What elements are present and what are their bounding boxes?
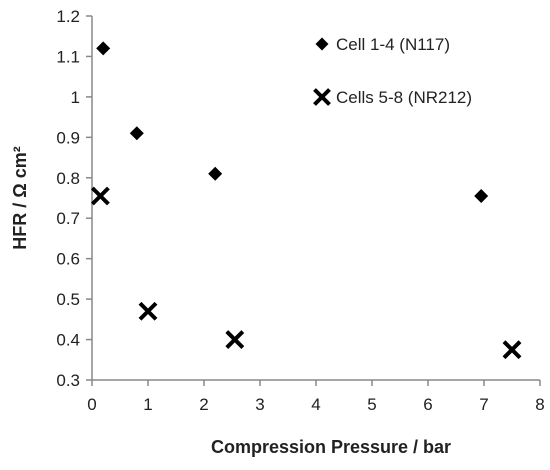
diamond-data-point [96,41,111,56]
y-tick-label: 1.2 [56,7,80,26]
y-tick-label: 0.3 [56,371,80,390]
x-tick-label: 0 [87,395,96,414]
x-tick-label: 3 [255,395,264,414]
x-tick-label: 8 [535,395,544,414]
legend-label: Cells 5-8 (NR212) [336,88,472,107]
x-tick-label: 1 [143,395,152,414]
x-data-point [502,340,522,360]
x-tick-label: 2 [199,395,208,414]
y-axis-title: HFR / Ω cm² [10,146,30,249]
y-tick-label: 0.5 [56,290,80,309]
legend-label: Cell 1-4 (N117) [336,35,450,54]
y-tick-label: 0.9 [56,128,80,147]
x-tick-label: 6 [423,395,432,414]
y-tick-label: 1.1 [56,47,80,66]
x-tick-label: 7 [479,395,488,414]
legend-x-marker [313,88,331,106]
y-tick-label: 0.8 [56,169,80,188]
x-axis-title: Compression Pressure / bar [211,437,451,457]
y-tick-label: 0.4 [56,331,80,350]
x-data-point [225,330,245,349]
diamond-data-point [129,126,144,141]
x-tick-label: 5 [367,395,376,414]
x-ticks: 0 1 2 3 4 5 6 7 8 [87,380,545,414]
legend-diamond-marker [315,37,329,51]
x-data-point [138,301,158,321]
data-points [90,41,522,360]
x-data-point [90,186,110,206]
y-tick-label: 0.7 [56,209,80,228]
diamond-data-point [208,166,223,181]
y-tick-label: 0.6 [56,250,80,269]
x-tick-label: 4 [311,395,320,414]
y-ticks: 0.3 0.4 0.5 0.6 0.7 0.8 0.9 1 1.1 1.2 [56,7,92,390]
diamond-data-point [474,188,489,203]
y-tick-label: 1 [71,88,80,107]
axes: 0 1 2 3 4 5 6 7 8 0.3 0.4 0.5 0.6 0.7 0.8 0.9 1 1.1 1.2 [56,7,544,414]
legend: Cell 1-4 (N117) Cells 5-8 (NR212) [313,35,472,107]
